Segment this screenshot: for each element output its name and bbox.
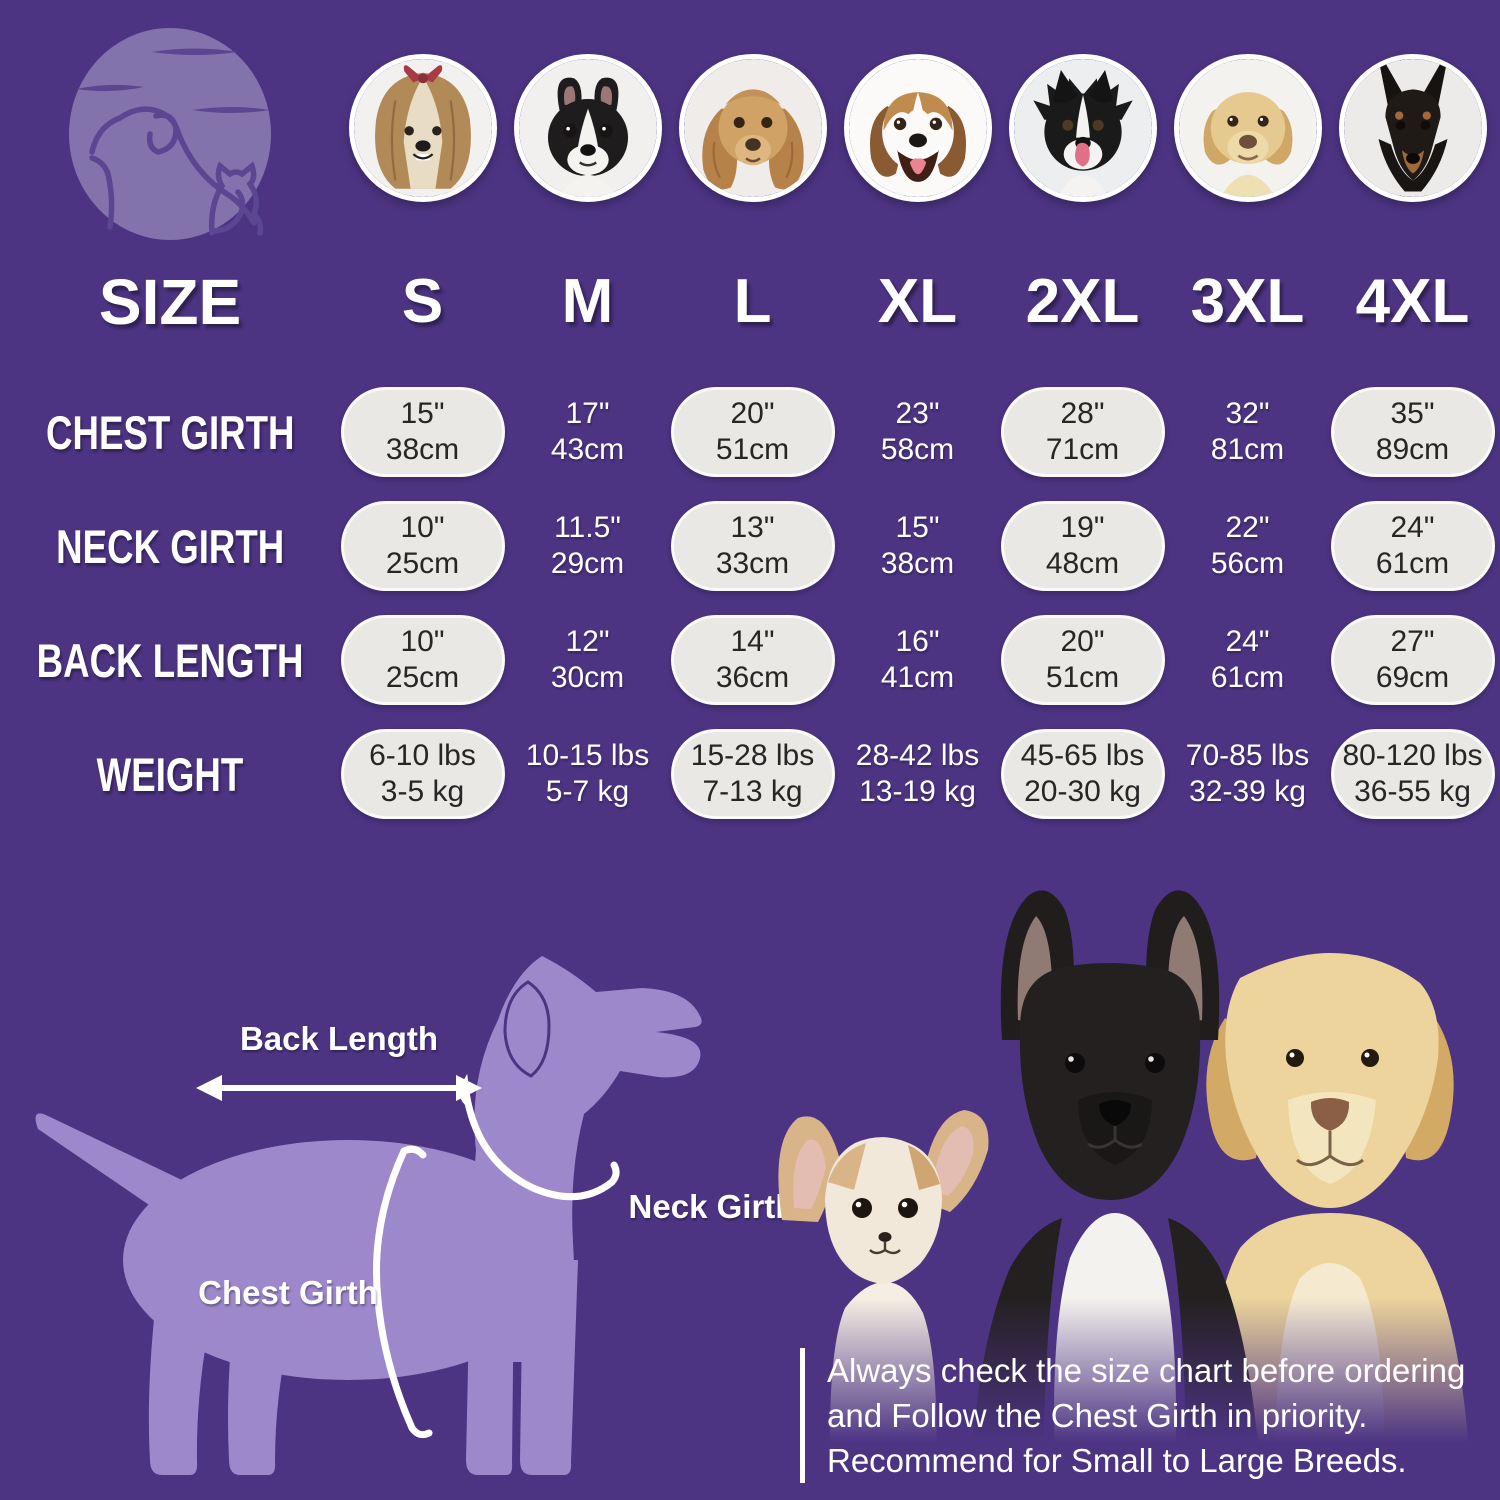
row-label-back-length: BACK LENGTH: [36, 633, 304, 687]
dog-photo-border-collie: [1000, 0, 1165, 255]
dog-photo-beagle: [835, 0, 1000, 255]
brand-logo: [0, 14, 340, 255]
neck-girth-4xl-value: 24" 61cm: [1330, 501, 1495, 591]
weight-l-value: 15-28 lbs 7-13 kg: [670, 729, 835, 819]
chest-girth-curve: [373, 1145, 433, 1439]
labrador-icon: [1173, 53, 1322, 202]
note-line-3: Recommend for Small to Large Breeds.: [827, 1442, 1407, 1479]
size-table: SIZE S M L XL 2XL 3XL 4XL CHEST GIRTH 15"…: [0, 0, 1495, 819]
dog-trio-photo: [770, 890, 1500, 1468]
size-col-2xl: 2XL: [1025, 267, 1140, 336]
shih-tzu-icon: [348, 53, 497, 202]
dog-photo-labrador: [1165, 0, 1330, 255]
weight-xl-value: 28-42 lbs 13-19 kg: [855, 739, 980, 808]
back-length-xl-value: 16" 41cm: [880, 625, 955, 694]
size-col-xl: XL: [877, 267, 958, 336]
beagle-icon: [843, 53, 992, 202]
weight-m-value: 10-15 lbs 5-7 kg: [525, 739, 650, 808]
chest-girth-3xl-value: 32" 81cm: [1210, 397, 1285, 466]
size-col-3xl: 3XL: [1190, 267, 1305, 336]
back-length-l-value: 14" 36cm: [670, 615, 835, 705]
size-col-4xl: 4XL: [1355, 267, 1470, 336]
fade-overlay: [770, 1298, 1500, 1468]
note-line-2: and Follow the Chest Girth in priority.: [827, 1397, 1368, 1434]
row-label-weight: WEIGHT: [96, 747, 244, 801]
back-length-3xl-value: 24" 61cm: [1210, 625, 1285, 694]
chest-girth-label: Chest Girth: [198, 1274, 378, 1311]
neck-girth-l-value: 13" 33cm: [670, 501, 835, 591]
row-label-neck-girth: NECK GIRTH: [55, 519, 285, 573]
back-length-s-value: 10" 25cm: [340, 615, 505, 705]
neck-girth-m-value: 11.5" 29cm: [550, 511, 625, 580]
weight-2xl-value: 45-65 lbs 20-30 kg: [1000, 729, 1165, 819]
size-col-l: L: [733, 267, 772, 336]
chest-girth-l-value: 20" 51cm: [670, 387, 835, 477]
size-col-m: M: [561, 267, 614, 336]
chest-girth-m-value: 17" 43cm: [550, 397, 625, 466]
back-length-label: Back Length: [239, 1020, 439, 1057]
size-col-s: S: [401, 267, 444, 336]
boston-terrier-icon: [513, 53, 662, 202]
neck-girth-2xl-value: 19" 48cm: [1000, 501, 1165, 591]
weight-s-value: 6-10 lbs 3-5 kg: [340, 729, 505, 819]
silhouette-ear: [503, 980, 551, 1078]
sizing-note: Always check the size chart before order…: [800, 1348, 1467, 1483]
back-length-2xl-value: 20" 51cm: [1000, 615, 1165, 705]
chest-girth-s-value: 15" 38cm: [340, 387, 505, 477]
weight-4xl-value: 80-120 lbs 36-55 kg: [1330, 729, 1495, 819]
silhouette-tail: [35, 1113, 187, 1223]
back-length-4xl-value: 27" 69cm: [1330, 615, 1495, 705]
back-length-m-value: 12" 30cm: [550, 625, 625, 694]
chest-girth-xl-value: 23" 58cm: [880, 397, 955, 466]
row-label-chest-girth: CHEST GIRTH: [45, 405, 295, 459]
neck-girth-s-value: 10" 25cm: [340, 501, 505, 591]
neck-girth-3xl-value: 22" 56cm: [1210, 511, 1285, 580]
weight-3xl-value: 70-85 lbs 32-39 kg: [1185, 739, 1310, 808]
border-collie-icon: [1008, 53, 1157, 202]
dog-photo-boston-terrier: [505, 0, 670, 255]
dog-photo-doberman: [1330, 0, 1495, 255]
back-length-arrow: [196, 1075, 482, 1101]
dog-photo-shih-tzu: [340, 0, 505, 255]
pet-logo-icon: [69, 27, 271, 240]
neck-girth-xl-value: 15" 38cm: [880, 511, 955, 580]
dog-photo-cocker-spaniel: [670, 0, 835, 255]
chest-girth-4xl-value: 35" 89cm: [1330, 387, 1495, 477]
cocker-spaniel-icon: [678, 53, 827, 202]
neck-girth-label: Neck Girth: [628, 1188, 796, 1225]
note-line-1: Always check the size chart before order…: [827, 1352, 1466, 1389]
chest-girth-2xl-value: 28" 71cm: [1000, 387, 1165, 477]
dog-measurement-diagram: [35, 956, 702, 1475]
size-header-label: SIZE: [98, 266, 242, 338]
doberman-icon: [1338, 53, 1487, 202]
